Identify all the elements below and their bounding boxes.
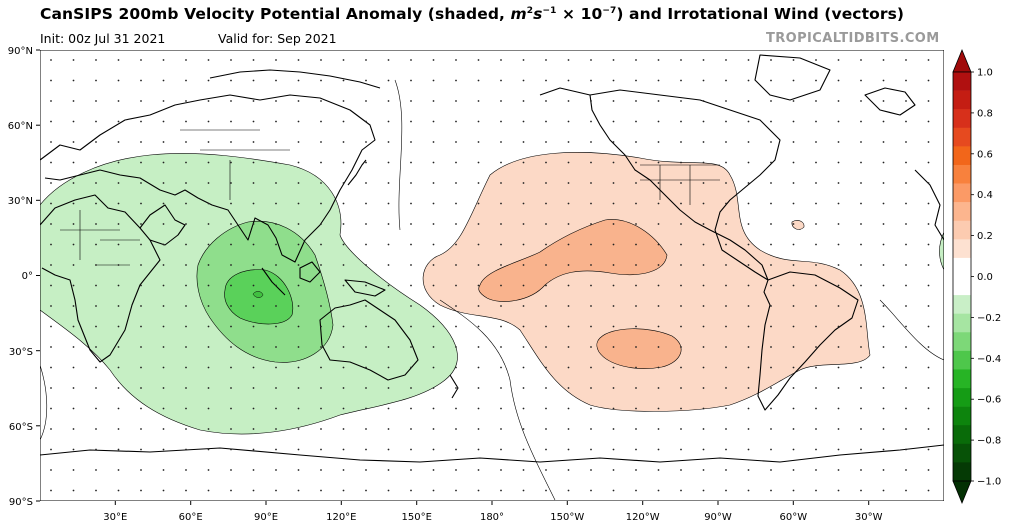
colorbar-swatch	[953, 332, 971, 352]
lon-label-150w: 150°W	[550, 512, 584, 523]
colorbar-tick-label: −1.0	[977, 477, 1001, 488]
colorbar-tick-label: 0.8	[977, 108, 993, 119]
lon-label-120e: 120°E	[326, 512, 356, 523]
colorbar-swatch	[953, 202, 971, 222]
colorbar-swatch	[953, 462, 971, 482]
lon-label-30e: 30°E	[103, 512, 127, 523]
lon-label-120w: 120°W	[626, 512, 660, 523]
lon-label-30w: 30°W	[855, 512, 883, 523]
colorbar-swatch	[953, 90, 971, 110]
colorbar-swatch	[953, 146, 971, 166]
colorbar-tick-label: 0.4	[977, 190, 993, 201]
colorbar-swatch	[953, 388, 971, 407]
colorbar-swatch	[953, 109, 971, 129]
lat-label-30s: 30°S	[9, 347, 33, 358]
colorbar-swatch	[953, 72, 971, 91]
lat-labels: 90°N 60°N 30°N 0° 30°S 60°S 90°S	[8, 46, 33, 508]
colorbar-swatch	[953, 183, 971, 203]
colorbar-tick-label: 1.0	[977, 68, 993, 79]
colorbar-tick-label: −0.6	[977, 395, 1001, 406]
init-time: Init: 00z Jul 31 2021	[40, 31, 166, 46]
colorbar-swatch	[953, 257, 971, 277]
lon-labels: 30°E 60°E 90°E 120°E 150°E 180° 150°W 12…	[103, 512, 882, 523]
colorbar-swatch	[953, 406, 971, 426]
valid-time: Valid for: Sep 2021	[218, 31, 337, 46]
lat-label-60s: 60°S	[9, 422, 33, 433]
lon-label-180: 180°	[480, 512, 504, 523]
lon-label-60e: 60°E	[179, 512, 203, 523]
colorbar: 1.0 0.8 0.6 0.4 0.2 0.0 −0.2 −0.4 −0.6 −0.8 −1.0	[952, 48, 1001, 505]
colorbar-tick-label: −0.8	[977, 436, 1001, 447]
lat-label-eq: 0°	[22, 271, 33, 282]
colorbar-tick-label: 0.2	[977, 231, 993, 242]
lat-label-60n: 60°N	[8, 121, 33, 132]
wind-vectors	[40, 50, 944, 501]
colorbar-swatch	[953, 164, 971, 184]
colorbar-tick-label: 0.0	[977, 272, 993, 283]
lon-axis	[114, 501, 870, 505]
lon-label-150e: 150°E	[401, 512, 431, 523]
chart-title: CanSIPS 200mb Velocity Potential Anomaly…	[40, 5, 905, 23]
colorbar-swatch	[953, 443, 971, 463]
lat-label-90s: 90°S	[9, 497, 33, 508]
colorbar-swatch	[953, 276, 971, 296]
colorbar-swatch	[953, 350, 971, 370]
colorbar-swatch	[953, 239, 971, 259]
colorbar-tick-label: −0.4	[977, 354, 1001, 365]
colorbar-swatch	[953, 313, 971, 333]
colorbar-swatch	[953, 127, 971, 147]
lat-label-30n: 30°N	[8, 196, 33, 207]
lat-label-90n: 90°N	[8, 46, 33, 57]
lat-axis	[36, 49, 40, 502]
lon-label-90e: 90°E	[254, 512, 278, 523]
colorbar-swatch	[953, 369, 971, 389]
colorbar-swatch	[953, 220, 971, 240]
colorbar-swatch	[953, 295, 971, 314]
lon-label-90w: 90°W	[704, 512, 732, 523]
map-area	[40, 50, 944, 501]
colorbar-tick-label: 0.6	[977, 149, 993, 160]
colorbar-swatch	[953, 425, 971, 445]
lon-label-60w: 60°W	[779, 512, 807, 523]
colorbar-top-cap	[952, 48, 972, 73]
colorbar-bottom-cap	[952, 480, 972, 505]
brand-watermark: TROPICALTIDBITS.COM	[766, 31, 940, 46]
colorbar-tick-label: −0.2	[977, 313, 1001, 324]
